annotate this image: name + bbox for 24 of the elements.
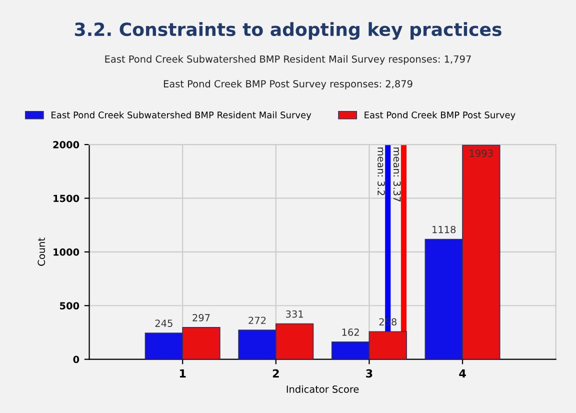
ref-line-label: mean: 3.37 <box>393 148 401 202</box>
legend-label: East Pond Creek Subwatershed BMP Resident Mail Survey <box>52 111 312 120</box>
y-tick-label: 1500 <box>54 194 80 202</box>
x-tick-label: 4 <box>459 369 466 378</box>
y-tick-label: 1000 <box>54 248 80 256</box>
data-label: 245 <box>155 320 172 327</box>
data-label: 331 <box>286 310 303 318</box>
x-tick-label: 3 <box>366 369 372 378</box>
x-tick-label: 1 <box>180 369 186 378</box>
ref-line-label: mean: 3.2 <box>378 148 385 196</box>
data-label: 1993 <box>470 150 493 157</box>
x-tick-label: 2 <box>272 369 279 378</box>
text: East Pond Creek Subwatershed BMP Resident Mail Survey responses: 1,797 East Pond Creek BMP Post Survey responses: 2,879 <box>105 55 471 90</box>
chart-title: 3.2. Constraints to adopting key practices <box>74 22 502 40</box>
y-axis-title: Count <box>38 238 46 266</box>
legend-label: East Pond Creek BMP Post Survey <box>364 111 516 120</box>
x-axis-title: Indicator Score <box>286 385 359 393</box>
data-label: 162 <box>342 328 359 336</box>
data-label: 1118 <box>432 226 456 234</box>
data-label: 297 <box>192 314 210 322</box>
y-tick-label: 2000 <box>53 141 80 148</box>
y-tick-label: 0 <box>73 356 80 364</box>
data-label: 272 <box>248 316 266 324</box>
y-tick-label: 500 <box>60 302 80 310</box>
